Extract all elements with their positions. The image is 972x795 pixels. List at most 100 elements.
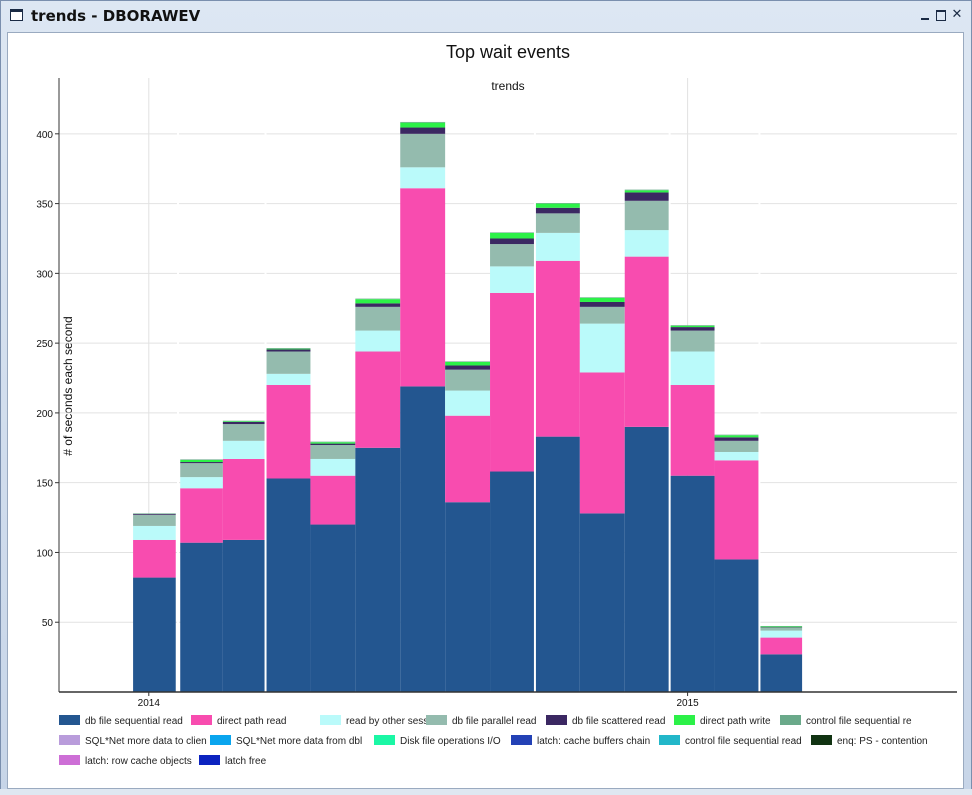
- legend-item[interactable]: control file sequential read: [659, 735, 802, 747]
- bar-segment[interactable]: [400, 127, 446, 134]
- bar-segment[interactable]: [669, 330, 715, 352]
- bar-segment[interactable]: [310, 442, 356, 444]
- bar-segment[interactable]: [355, 447, 401, 692]
- bar-segment[interactable]: [265, 351, 311, 374]
- bar-segment[interactable]: [534, 436, 580, 692]
- legend-item[interactable]: latch: cache buffers chain: [511, 735, 650, 747]
- bar-segment[interactable]: [222, 420, 266, 422]
- bar-segment[interactable]: [534, 203, 580, 208]
- bar-segment[interactable]: [669, 325, 715, 328]
- bar-segment[interactable]: [310, 441, 356, 443]
- bar-segment[interactable]: [265, 348, 311, 350]
- bar-segment[interactable]: [133, 513, 176, 515]
- bar-segment[interactable]: [400, 386, 446, 692]
- bar-segment[interactable]: [222, 424, 266, 441]
- bar-segment[interactable]: [490, 471, 535, 692]
- legend-item[interactable]: control file sequential re: [780, 715, 912, 727]
- bar-segment[interactable]: [714, 434, 760, 436]
- bar-segment[interactable]: [624, 426, 670, 692]
- bar-segment[interactable]: [714, 460, 760, 560]
- bar-segment[interactable]: [133, 539, 176, 578]
- maximize-button[interactable]: [935, 9, 947, 21]
- bar-segment[interactable]: [624, 190, 670, 193]
- bar-segment[interactable]: [759, 627, 803, 628]
- bar-segment[interactable]: [222, 440, 266, 459]
- bar-segment[interactable]: [490, 266, 535, 293]
- bar-segment[interactable]: [180, 477, 223, 489]
- bar-segment[interactable]: [579, 372, 625, 514]
- bar-segment[interactable]: [222, 421, 266, 425]
- bar-segment[interactable]: [624, 192, 670, 201]
- bar-segment[interactable]: [714, 437, 760, 441]
- bar-segment[interactable]: [355, 306, 401, 331]
- bar-segment[interactable]: [180, 462, 223, 464]
- bar-segment[interactable]: [310, 443, 356, 446]
- bar-segment[interactable]: [355, 298, 401, 300]
- bar-segment[interactable]: [445, 502, 491, 692]
- title-bar[interactable]: trends - DBORAWEV ✕: [1, 1, 971, 31]
- bar-segment[interactable]: [759, 625, 803, 627]
- bar-segment[interactable]: [759, 654, 803, 692]
- bar-segment[interactable]: [759, 626, 803, 628]
- bar-segment[interactable]: [180, 488, 223, 543]
- minimize-button[interactable]: [919, 9, 931, 21]
- bar-segment[interactable]: [180, 463, 223, 478]
- bar-segment[interactable]: [265, 349, 311, 352]
- legend-item[interactable]: Disk file operations I/O: [374, 735, 501, 747]
- legend-item[interactable]: direct path write: [674, 715, 771, 727]
- bar-segment[interactable]: [355, 299, 401, 304]
- legend-item[interactable]: db file sequential read: [59, 715, 183, 727]
- bar-segment[interactable]: [180, 542, 223, 692]
- bar-segment[interactable]: [310, 445, 356, 459]
- bar-segment[interactable]: [579, 297, 625, 302]
- bar-segment[interactable]: [534, 207, 580, 214]
- bar-segment[interactable]: [310, 475, 356, 525]
- bar-segment[interactable]: [400, 133, 446, 168]
- bar-segment[interactable]: [133, 577, 176, 692]
- close-button[interactable]: ✕: [951, 7, 963, 22]
- bar-segment[interactable]: [490, 292, 535, 472]
- bar-segment[interactable]: [265, 373, 311, 385]
- legend-item[interactable]: db file scattered read: [546, 715, 665, 727]
- bar-segment[interactable]: [180, 459, 223, 460]
- bar-segment[interactable]: [534, 232, 580, 261]
- legend-item[interactable]: read by other session: [320, 715, 442, 727]
- bar-segment[interactable]: [624, 230, 670, 257]
- bar-segment[interactable]: [310, 458, 356, 476]
- bar-segment[interactable]: [579, 513, 625, 692]
- bar-segment[interactable]: [579, 306, 625, 324]
- bar-segment[interactable]: [669, 327, 715, 331]
- bar-segment[interactable]: [534, 203, 580, 204]
- bar-segment[interactable]: [133, 525, 176, 540]
- bar-segment[interactable]: [355, 330, 401, 352]
- bar-segment[interactable]: [624, 256, 670, 427]
- bar-segment[interactable]: [265, 478, 311, 692]
- bar-segment[interactable]: [400, 188, 446, 387]
- bar-segment[interactable]: [490, 238, 535, 245]
- bar-segment[interactable]: [445, 365, 491, 370]
- bar-segment[interactable]: [669, 325, 715, 326]
- bar-segment[interactable]: [355, 303, 401, 307]
- legend-item[interactable]: enq: PS - contention: [811, 735, 928, 747]
- bar-segment[interactable]: [579, 297, 625, 298]
- bar-segment[interactable]: [400, 167, 446, 189]
- bar-segment[interactable]: [759, 637, 803, 655]
- bar-segment[interactable]: [133, 513, 176, 514]
- bar-segment[interactable]: [759, 630, 803, 638]
- bar-segment[interactable]: [714, 559, 760, 692]
- bar-segment[interactable]: [445, 361, 491, 366]
- bar-segment[interactable]: [669, 475, 715, 692]
- legend-item[interactable]: latch: row cache objects: [59, 755, 192, 767]
- bar-segment[interactable]: [400, 122, 446, 128]
- bar-segment[interactable]: [310, 524, 356, 692]
- bar-segment[interactable]: [490, 232, 535, 233]
- bar-segment[interactable]: [133, 514, 176, 526]
- bar-segment[interactable]: [222, 458, 266, 540]
- bar-segment[interactable]: [714, 435, 760, 438]
- bar-segment[interactable]: [445, 415, 491, 503]
- bar-segment[interactable]: [534, 213, 580, 233]
- bar-segment[interactable]: [445, 390, 491, 416]
- bar-segment[interactable]: [624, 189, 670, 191]
- bar-segment[interactable]: [579, 323, 625, 373]
- bar-segment[interactable]: [490, 232, 535, 239]
